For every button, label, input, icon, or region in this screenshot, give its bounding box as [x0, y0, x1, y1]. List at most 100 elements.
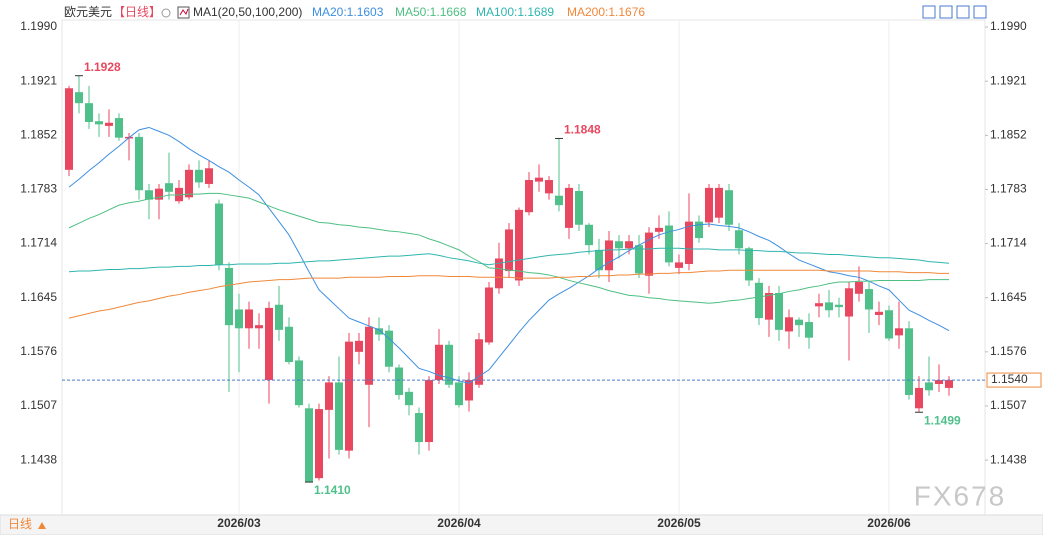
extreme-label: 1.1928: [84, 60, 121, 74]
candle-body: [295, 360, 303, 406]
candle-body: [865, 289, 873, 310]
y-tick-label: 1.1852: [20, 127, 57, 141]
candle-body: [165, 183, 173, 192]
candle-body: [505, 229, 513, 272]
x-tick-label: 2026/04: [437, 516, 481, 530]
candle-body: [875, 311, 883, 315]
candle-body: [395, 367, 403, 395]
candle-body: [835, 304, 843, 308]
candle-body: [825, 302, 833, 311]
y-tick-label-right: 1.1507: [990, 398, 1027, 412]
candle-body: [935, 380, 943, 384]
candle-body: [355, 340, 363, 352]
y-tick-label-right: 1.1921: [990, 73, 1027, 87]
footer-label[interactable]: 日线: [8, 517, 32, 531]
candle-body: [145, 190, 153, 200]
candle-body: [155, 188, 163, 200]
candle-body: [685, 221, 693, 264]
y-tick-label: 1.1714: [20, 236, 57, 250]
candle-body: [375, 328, 383, 335]
x-tick-label: 2026/03: [217, 516, 261, 530]
candle-body: [555, 195, 563, 206]
candle-body: [425, 380, 433, 443]
y-tick-label: 1.1645: [20, 290, 57, 304]
ma-line: [68, 192, 949, 304]
y-tick-label: 1.1576: [20, 344, 57, 358]
candle-body: [725, 190, 733, 225]
indicator-icon[interactable]: [177, 6, 190, 19]
candle-body: [715, 187, 723, 218]
candle-body: [315, 409, 323, 479]
candle-body: [225, 267, 233, 326]
tool-button[interactable]: [956, 5, 970, 19]
candle-body: [455, 382, 463, 406]
candle-body: [65, 88, 73, 170]
candle-body: [325, 382, 333, 410]
extreme-label: 1.1499: [924, 413, 961, 427]
candle-body: [415, 413, 423, 443]
x-axis-bar: [0, 514, 1043, 535]
candle-body: [745, 248, 753, 281]
candle-body: [615, 241, 623, 249]
y-tick-label-right: 1.1576: [990, 344, 1027, 358]
candle-body: [275, 304, 283, 330]
candle-body: [265, 307, 273, 381]
candle-body: [195, 169, 203, 183]
candle-body: [845, 288, 853, 317]
legend-label: MA20:1.1603: [312, 5, 384, 19]
indicator-label: MA1(20,50,100,200): [193, 5, 302, 19]
watermark: FX678: [914, 480, 1007, 511]
period-label[interactable]: 【日线】: [113, 5, 161, 19]
candle-body: [765, 292, 773, 320]
candle-body: [115, 118, 123, 138]
y-tick-label: 1.1507: [20, 398, 57, 412]
candle-body: [235, 309, 243, 329]
tool-button[interactable]: [922, 5, 936, 19]
legend-label: MA100:1.1689: [476, 5, 554, 19]
candle-body: [855, 282, 863, 294]
y-tick-label: 1.1990: [20, 19, 57, 33]
candles: [65, 75, 953, 483]
candle-body: [285, 326, 293, 363]
toolbar: [922, 5, 987, 19]
candle-body: [305, 408, 313, 483]
x-tick-label: 2026/05: [657, 516, 701, 530]
candle-body: [105, 122, 113, 126]
tool-button[interactable]: [973, 5, 987, 19]
candle-body: [815, 303, 823, 307]
candle-body: [485, 287, 493, 343]
settings-icon[interactable]: [161, 8, 171, 18]
y-tick-label: 1.1921: [20, 73, 57, 87]
candle-body: [345, 341, 353, 451]
candle-body: [805, 322, 813, 338]
candle-body: [405, 391, 413, 406]
footer-arrow[interactable]: [38, 522, 46, 529]
ma-line: [68, 126, 950, 384]
candle-body: [335, 382, 343, 450]
indicator-icon-line: [179, 8, 189, 16]
last-price-label: 1.1540: [991, 372, 1028, 386]
candle-body: [435, 344, 443, 381]
candle-body: [205, 168, 213, 184]
ma-line: [68, 247, 950, 273]
candle-body: [245, 309, 253, 329]
candle-body: [445, 344, 453, 385]
candle-body: [775, 292, 783, 330]
tool-button[interactable]: [939, 5, 953, 19]
last-price-box: [986, 372, 1042, 388]
candle-body: [365, 326, 373, 385]
candle-body: [495, 258, 503, 289]
x-tick-label: 2026/06: [867, 516, 911, 530]
candle-body: [895, 328, 903, 336]
candle-body: [625, 241, 633, 249]
candle-body: [695, 221, 703, 239]
candle-body: [535, 177, 543, 182]
chart-title: 欧元美元: [64, 5, 112, 19]
y-tick-label-right: 1.1714: [990, 236, 1027, 250]
candle-body: [515, 209, 523, 281]
candle-body: [885, 310, 893, 339]
candle-body: [185, 169, 193, 198]
candle-body: [655, 227, 663, 232]
